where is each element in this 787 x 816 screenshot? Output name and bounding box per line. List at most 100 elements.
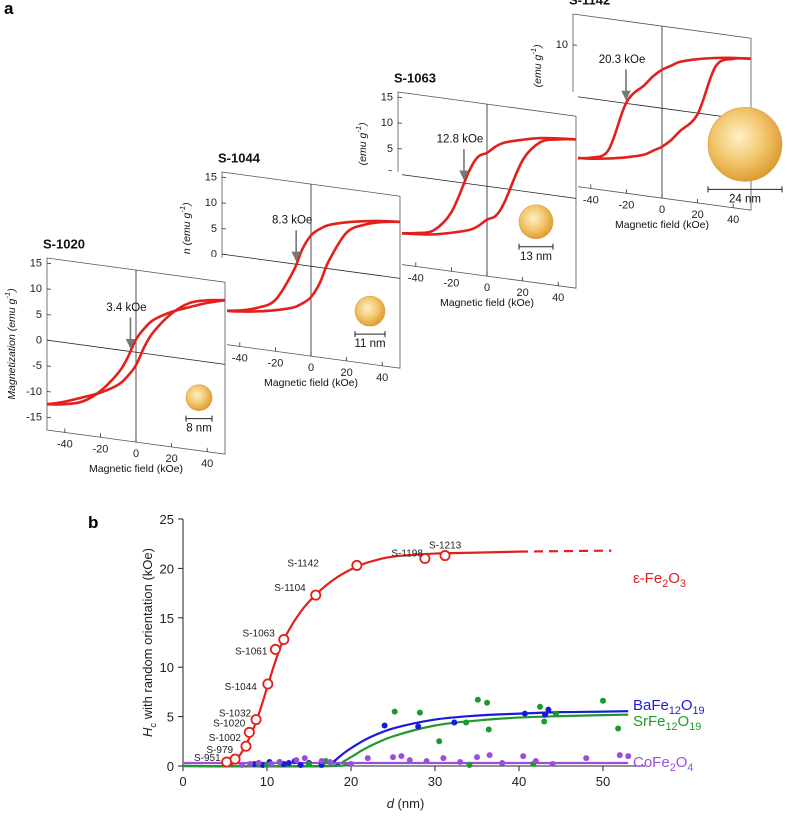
y-tick [221, 202, 227, 204]
series-name: ε-Fe2O3 [633, 570, 686, 590]
y-tick [46, 339, 52, 342]
point-label: S-1002 [209, 733, 242, 744]
data-point [419, 553, 431, 565]
annotation: 12.8 kOe [437, 134, 484, 146]
y-tick-label: 20 [160, 561, 174, 576]
data-point [545, 706, 552, 713]
data-point [600, 697, 606, 704]
data-point [474, 754, 480, 761]
x-tick-label: -20 [92, 443, 108, 455]
scale-bar [354, 331, 386, 338]
data-point [532, 758, 539, 765]
annotation: 20.3 kOe [599, 54, 646, 66]
data-point [415, 723, 422, 730]
x-tick-label: -40 [583, 194, 599, 206]
data-point [615, 725, 622, 732]
data-point [398, 753, 405, 760]
data-point [457, 759, 464, 766]
series-name: BaFe12O19 [633, 697, 705, 717]
point-label: S-1061 [235, 646, 268, 657]
data-point [278, 634, 290, 646]
y-tick-label: 10 [30, 283, 42, 295]
x-tick-label: 40 [512, 774, 526, 789]
x-axis-label: d (nm) [387, 796, 425, 811]
y-tick [397, 148, 403, 150]
y-tick-label: 15 [160, 611, 174, 626]
x-tick-label: 20 [340, 367, 352, 379]
scale-label: 11 nm [354, 338, 385, 350]
data-point [238, 762, 245, 769]
scale-label: 13 nm [520, 251, 552, 263]
plot-frame [46, 257, 226, 455]
x-tick-label: -20 [618, 199, 634, 211]
data-point [552, 710, 559, 717]
data-point [229, 753, 241, 765]
data-point [269, 643, 281, 655]
y-tick-label: 5 [387, 143, 393, 155]
point-label: S-1063 [243, 629, 276, 640]
data-point [262, 678, 274, 690]
data-point [247, 761, 254, 768]
series-name: SrFe12O19 [633, 713, 701, 733]
data-point [416, 709, 423, 716]
x-tick-label: 0 [179, 774, 186, 789]
hysteresis-branch [397, 136, 577, 235]
x-tick-label: 20 [344, 774, 358, 789]
y-tick [221, 228, 227, 230]
y-tick-label: 10 [205, 197, 217, 209]
y-tick-label: -15 [26, 411, 42, 423]
data-point [625, 753, 632, 760]
data-point [255, 760, 262, 767]
scale-bar [707, 186, 783, 193]
x-tick-label: 20 [165, 453, 177, 465]
y-tick-label: -5 [32, 360, 42, 372]
data-point [474, 696, 481, 703]
data-point [451, 719, 458, 726]
x-tick-label: -40 [408, 272, 424, 284]
data-point [250, 714, 262, 726]
annotation: 3.4 kOe [106, 302, 146, 314]
data-point [390, 754, 396, 761]
y-tick-label: 10 [160, 660, 174, 675]
y-tick [572, 44, 578, 46]
data-point [583, 755, 590, 762]
data-point [297, 762, 304, 769]
fit-curve [182, 713, 629, 768]
point-label: S-1032 [219, 709, 252, 720]
panel-label: b [88, 513, 98, 532]
y-tick-label: 5 [211, 223, 217, 235]
fit-curve [518, 549, 612, 553]
data-point [542, 711, 549, 718]
x-tick-label: 20 [516, 287, 528, 299]
x-tick-label: 50 [596, 774, 610, 789]
fit-curve [199, 550, 520, 768]
data-point [466, 762, 473, 769]
particle [518, 204, 554, 240]
data-point [423, 758, 430, 765]
data-point [268, 761, 275, 768]
data-point [318, 758, 325, 765]
data-point [549, 761, 556, 768]
y-tick [46, 391, 52, 393]
y-tick-label: 5 [167, 710, 174, 725]
point-label: S-1198 [391, 549, 423, 560]
y-axis-label: Magnetization (emu g-1) [3, 288, 18, 399]
data-point [364, 755, 371, 762]
data-point [240, 740, 252, 752]
data-point [276, 759, 283, 766]
x-tick-label: 0 [133, 448, 139, 460]
data-point [348, 761, 354, 768]
y-tick [221, 176, 227, 179]
annotation: 8.3 kOe [272, 215, 312, 227]
hysteresis-panel: -15 -10 -5 0 5 10 15 -40 -20 0 20 40 3.4 kOe 8 nm S-10… [0, 235, 227, 505]
y-axis-label: Hc with random orientation (kOe) [140, 548, 158, 737]
y-tick-label: 5 [36, 309, 42, 321]
hysteresis-branch [572, 56, 752, 160]
data-point [293, 757, 300, 764]
y-tick-label: -10 [26, 386, 42, 398]
data-point [310, 589, 322, 601]
data-point [521, 710, 528, 717]
y-tick-label: 0 [167, 759, 174, 774]
y-tick [46, 314, 52, 316]
